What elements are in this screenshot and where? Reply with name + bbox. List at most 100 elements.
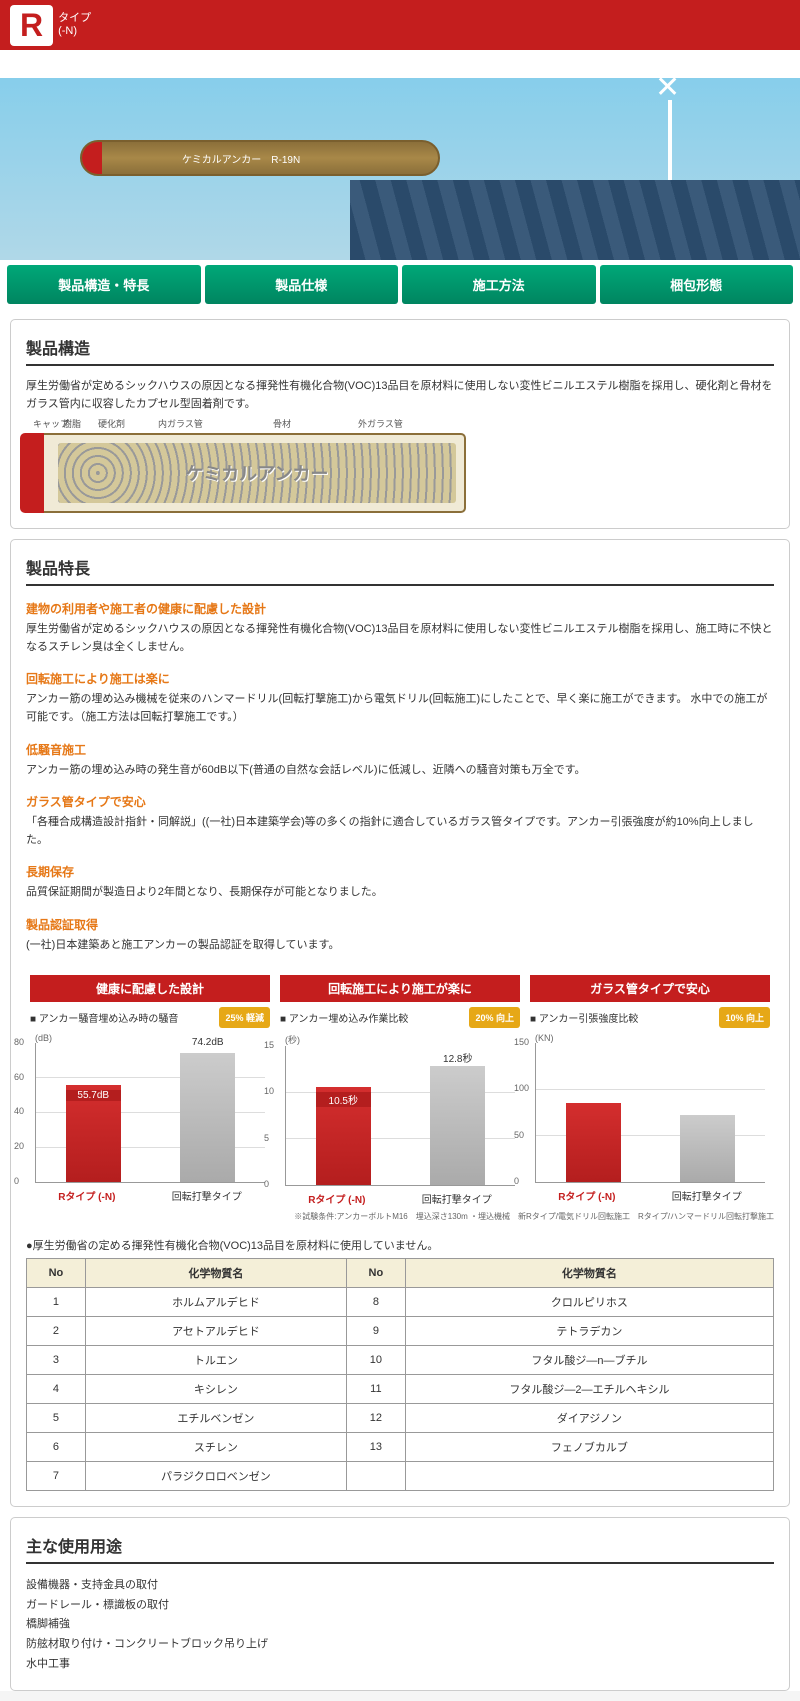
feature-text: アンカー筋の埋め込み機械を従来のハンマードリル(回転打撃施工)から電気ドリル(回… [26, 691, 774, 726]
chart-bar: 12.8秒 [430, 1066, 485, 1185]
feature-heading: 建物の利用者や施工者の健康に配慮した設計 [26, 600, 774, 617]
table-cell: 9 [346, 1316, 405, 1345]
table-row: 1ホルムアルデヒド8クロルピリホス [27, 1287, 774, 1316]
table-row: 5エチルベンゼン12ダイアジノン [27, 1403, 774, 1432]
table-header: No [346, 1258, 405, 1287]
diagram-label: 硬化剤 [98, 417, 125, 430]
feature-text: アンカー筋の埋め込み時の発生音が60dB以下(普通の自然な会話レベル)に低減し、… [26, 762, 774, 780]
table-cell: トルエン [85, 1345, 346, 1374]
chart-bar [566, 1103, 621, 1182]
features-title: 製品特長 [26, 555, 774, 586]
table-cell: 12 [346, 1403, 405, 1432]
feature-heading: 回転施工により施工は楽に [26, 670, 774, 687]
nav-tab[interactable]: 製品仕様 [205, 265, 399, 304]
chart-bar: 55.7dB [66, 1085, 121, 1182]
table-header: 化学物質名 [405, 1258, 773, 1287]
chart-title: ガラス管タイプで安心 [530, 975, 770, 1002]
diagram-text: ケミカルアンカー [58, 443, 456, 503]
feature-heading: 低騒音施工 [26, 741, 774, 758]
table-cell: テトラデカン [405, 1316, 773, 1345]
use-item: 水中工事 [26, 1655, 774, 1675]
table-cell [405, 1461, 773, 1490]
table-cell: 10 [346, 1345, 405, 1374]
chart-x-label: Rタイプ (-N) [558, 1188, 615, 1203]
table-cell: キシレン [85, 1374, 346, 1403]
table-row: 6スチレン13フェノブカルブ [27, 1432, 774, 1461]
voc-note: ●厚生労働省の定める揮発性有機化合物(VOC)13品目を原材料に使用していません… [26, 1237, 774, 1253]
structure-desc: 厚生労働省が定めるシックハウスの原因となる揮発性有機化合物(VOC)13品目を原… [26, 378, 774, 413]
chart-subtitle: ■ アンカー埋め込み作業比較20% 向上 [280, 1002, 520, 1033]
use-item: 防舷材取り付け・コンクリートブロック吊り上げ [26, 1635, 774, 1655]
feature-heading: 製品認証取得 [26, 916, 774, 933]
structure-section: 製品構造 厚生労働省が定めるシックハウスの原因となる揮発性有機化合物(VOC)1… [10, 319, 790, 529]
table-cell: 8 [346, 1287, 405, 1316]
table-cell: ダイアジノン [405, 1403, 773, 1432]
table-cell: クロルピリホス [405, 1287, 773, 1316]
diagram-label: 樹脂 [63, 417, 81, 430]
title-band: R タイプ(-N) [0, 0, 800, 50]
chart: 回転施工により施工が楽に■ アンカー埋め込み作業比較20% 向上(秒)05101… [280, 975, 520, 1206]
feature-heading: 長期保存 [26, 863, 774, 880]
table-cell: 13 [346, 1432, 405, 1461]
structure-title: 製品構造 [26, 335, 774, 366]
feature-text: 厚生労働省が定めるシックハウスの原因となる揮発性有機化合物(VOC)13品目を原… [26, 621, 774, 656]
table-cell: 1 [27, 1287, 86, 1316]
table-cell: 3 [27, 1345, 86, 1374]
r-logo: R [10, 5, 53, 46]
chart-x-label: 回転打撃タイプ [172, 1188, 242, 1203]
chart-bar: 74.2dB [180, 1053, 235, 1182]
feature-text: 「各種合成構造設計指針・同解説」((一社)日本建築学会)等の多くの指針に適合して… [26, 814, 774, 849]
nav-tab[interactable]: 施工方法 [402, 265, 596, 304]
diagram-label: 内ガラス管 [158, 417, 203, 430]
features-section: 製品特長 建物の利用者や施工者の健康に配慮した設計厚生労働省が定めるシックハウス… [10, 539, 790, 1507]
chart-badge: 25% 軽減 [219, 1007, 270, 1028]
nav-tab[interactable]: 梱包形態 [600, 265, 794, 304]
chart-x-label: Rタイプ (-N) [308, 1191, 365, 1206]
chart-bar: 10.5秒 [316, 1087, 371, 1184]
feature-text: (一社)日本建築あと施工アンカーの製品認証を取得しています。 [26, 937, 774, 955]
chart-footnote: ※試験条件:アンカーボルトM16 埋込深さ130m ・埋込機械 新Rタイプ/電気… [26, 1211, 774, 1222]
chart-title: 回転施工により施工が楽に [280, 975, 520, 1002]
table-cell: パラジクロロベンゼン [85, 1461, 346, 1490]
table-header: No [27, 1258, 86, 1287]
windmill-graphic [640, 60, 700, 180]
structure-diagram: キャップ樹脂硬化剤内ガラス管骨材外ガラス管 ケミカルアンカー [26, 433, 466, 513]
table-cell: ホルムアルデヒド [85, 1287, 346, 1316]
feature-heading: ガラス管タイプで安心 [26, 793, 774, 810]
chart-bar [680, 1115, 735, 1182]
chart-area: 050100150 [535, 1043, 765, 1183]
use-item: ガードレール・標識板の取付 [26, 1596, 774, 1616]
charts-row: 健康に配慮した設計■ アンカー騒音埋め込み時の騒音25% 軽減(dB)02040… [26, 975, 774, 1206]
chart-x-label: Rタイプ (-N) [58, 1188, 115, 1203]
table-cell: フタル酸ジ―2―エチルヘキシル [405, 1374, 773, 1403]
feature-text: 品質保証期間が製造日より2年間となり、長期保存が可能となりました。 [26, 884, 774, 902]
table-cell: 11 [346, 1374, 405, 1403]
chart-title: 健康に配慮した設計 [30, 975, 270, 1002]
diagram-label: 骨材 [273, 417, 291, 430]
diagram-label: 外ガラス管 [358, 417, 403, 430]
use-item: 設備機器・支持金具の取付 [26, 1576, 774, 1596]
table-cell: 6 [27, 1432, 86, 1461]
chart-x-label: 回転打撃タイプ [422, 1191, 492, 1206]
table-cell: 4 [27, 1374, 86, 1403]
table-cell: 7 [27, 1461, 86, 1490]
product-image: ケミカルアンカー R-19N [80, 140, 440, 176]
table-cell: 2 [27, 1316, 86, 1345]
use-item: 橋脚補強 [26, 1615, 774, 1635]
nav-tabs: 製品構造・特長製品仕様施工方法梱包形態 [0, 260, 800, 309]
uses-title: 主な使用用途 [26, 1533, 774, 1564]
table-row: 2アセトアルデヒド9テトラデカン [27, 1316, 774, 1345]
hero-banner: R タイプ(-N) ケミカルアンカー R-19N [0, 0, 800, 260]
chart-area: 05101510.5秒12.8秒 [285, 1046, 515, 1186]
chart-area: 02040608055.7dB74.2dB [35, 1043, 265, 1183]
nav-tab[interactable]: 製品構造・特長 [7, 265, 201, 304]
table-row: 3トルエン10フタル酸ジ―n―ブチル [27, 1345, 774, 1374]
voc-table: No化学物質名No化学物質名1ホルムアルデヒド8クロルピリホス2アセトアルデヒド… [26, 1258, 774, 1491]
table-cell: エチルベンゼン [85, 1403, 346, 1432]
table-cell: フタル酸ジ―n―ブチル [405, 1345, 773, 1374]
table-cell: 5 [27, 1403, 86, 1432]
type-label: タイプ(-N) [58, 12, 91, 38]
solar-graphic [350, 180, 800, 260]
uses-section: 主な使用用途 設備機器・支持金具の取付ガードレール・標識板の取付橋脚補強防舷材取… [10, 1517, 790, 1691]
chart-subtitle: ■ アンカー騒音埋め込み時の騒音25% 軽減 [30, 1002, 270, 1033]
